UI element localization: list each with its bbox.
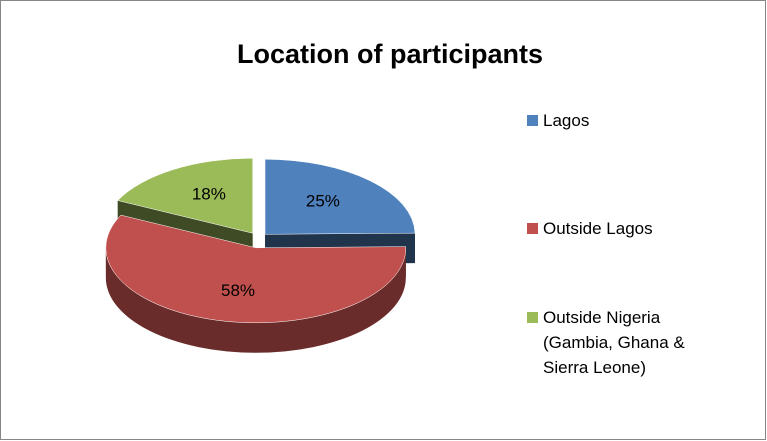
slice bbox=[117, 157, 253, 234]
data-label: 18% bbox=[192, 185, 226, 204]
slice bbox=[105, 214, 407, 324]
legend-label: Outside Lagos bbox=[543, 219, 653, 238]
slice bbox=[264, 159, 416, 235]
legend-label: Lagos bbox=[543, 111, 590, 130]
slice-side bbox=[105, 247, 406, 353]
data-label: 25% bbox=[306, 192, 340, 211]
legend-swatch bbox=[527, 115, 538, 126]
legend-swatch bbox=[527, 223, 538, 234]
data-label: 58% bbox=[221, 281, 255, 300]
legend-swatch bbox=[527, 312, 538, 323]
legend-entry: Outside Nigeria (Gambia, Ghana & Sierra … bbox=[527, 305, 727, 380]
legend-entry: Outside Lagos bbox=[527, 216, 727, 241]
legend-label: Outside Nigeria (Gambia, Ghana & Sierra … bbox=[543, 308, 685, 377]
chart-title: Location of participants bbox=[237, 39, 543, 69]
legend-entry: Lagos bbox=[527, 108, 727, 133]
